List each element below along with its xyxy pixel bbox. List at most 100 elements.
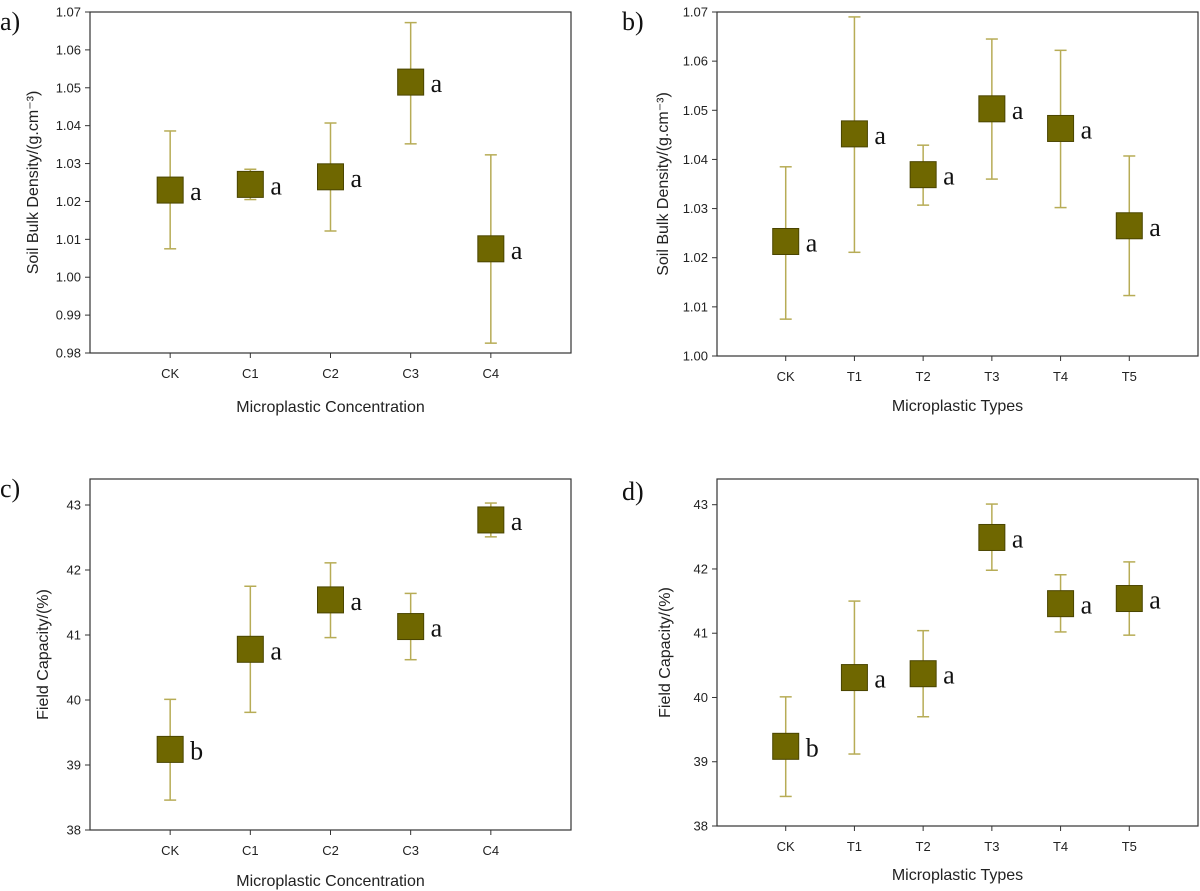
panel-label: b): [622, 7, 644, 36]
data-point-c2: [317, 163, 344, 191]
y-tick-label: 1.07: [683, 5, 708, 20]
x-tick-label: CK: [777, 369, 795, 384]
x-tick-label: C3: [402, 843, 419, 858]
x-tick-label: C4: [483, 843, 500, 858]
chart-panel-a: a) 0.98 0.99 1.00 1.01 1.02 1.03 1.04 1.05 1.06 1.…: [0, 5, 572, 416]
significance-label: b: [190, 736, 203, 765]
significance-label: a: [511, 507, 523, 536]
y-axis-title: Soil Bulk Density/(g.cm⁻³): [25, 91, 42, 275]
chart-panel-c: c) 38 39 40 41 42 43 CK C1 C2 C3 C4 Microplastic Con…: [0, 474, 572, 890]
x-axis-title: Microplastic Concentration: [236, 399, 425, 416]
data-point-t5: [1115, 585, 1143, 613]
y-tick-label: 42: [694, 561, 708, 576]
y-tick-label: 38: [694, 819, 708, 834]
y-tick-label: 1.04: [683, 152, 708, 167]
chart-panel-d: d) 38 39 40 41 42 43 CK T1 T2 T3 T4 T5 Microplastic T…: [622, 477, 1199, 884]
significance-label: a: [943, 661, 955, 690]
x-axis-title: Microplastic Types: [892, 867, 1023, 884]
significance-label: a: [874, 665, 886, 694]
y-tick-label: 1.03: [56, 156, 81, 171]
x-tick-label: C1: [242, 843, 259, 858]
y-tick-label: 1.00: [56, 270, 81, 285]
significance-label: a: [270, 171, 282, 200]
data-point-t3: [978, 95, 1006, 123]
x-tick-label: T2: [916, 369, 931, 384]
significance-label: a: [806, 228, 818, 257]
x-axis-title: Microplastic Types: [892, 398, 1023, 415]
significance-label: a: [1149, 586, 1161, 615]
y-tick-label: 40: [67, 693, 81, 708]
data-point-c1: [236, 170, 264, 198]
data-point-t4: [1047, 590, 1075, 618]
y-tick-label: 42: [67, 563, 81, 578]
significance-label: a: [351, 587, 363, 616]
panel-label: d): [622, 477, 644, 506]
significance-label: a: [1149, 213, 1161, 242]
x-tick-label: T4: [1053, 839, 1068, 854]
significance-label: a: [874, 121, 886, 150]
y-tick-label: 1.00: [683, 349, 708, 364]
x-tick-label: C2: [322, 366, 339, 381]
x-tick-label: T3: [984, 369, 999, 384]
y-tick-label: 1.06: [683, 54, 708, 69]
data-point-c3: [397, 613, 425, 641]
x-tick-label: T5: [1122, 369, 1137, 384]
data-point-c4: [477, 235, 505, 263]
data-point-ck: [156, 176, 184, 204]
data-point-t5: [1115, 212, 1143, 240]
x-tick-label: T5: [1122, 839, 1137, 854]
y-axis-title: Field Capacity/(%): [657, 587, 674, 718]
plot-frame: [716, 11, 1199, 357]
data-point-t1: [840, 120, 868, 148]
x-tick-label: T1: [847, 839, 862, 854]
y-tick-label: 1.02: [683, 250, 708, 265]
data-point-ck: [772, 227, 800, 255]
data-point-ck: [772, 732, 800, 760]
y-axis-title: Soil Bulk Density/(g.cm⁻³): [655, 92, 672, 276]
significance-label: a: [190, 177, 202, 206]
y-tick-label: 38: [67, 823, 81, 838]
data-point-t2: [909, 660, 937, 688]
panel-label: c): [0, 474, 20, 503]
significance-label: a: [1012, 524, 1024, 553]
y-axis-title: Field Capacity/(%): [35, 589, 52, 720]
x-tick-label: C1: [242, 366, 259, 381]
significance-label: a: [431, 69, 443, 98]
x-tick-label: CK: [161, 366, 179, 381]
significance-label: a: [270, 636, 282, 665]
y-tick-label: 39: [67, 758, 81, 773]
y-tick-label: 43: [67, 498, 81, 513]
x-tick-label: C3: [402, 366, 419, 381]
y-tick-label: 1.05: [56, 80, 81, 95]
y-tick-label: 1.01: [683, 299, 708, 314]
significance-label: b: [806, 733, 819, 762]
y-tick-label: 41: [67, 628, 81, 643]
x-tick-label: T3: [984, 839, 999, 854]
y-tick-label: 1.03: [683, 201, 708, 216]
chart-panel-b: b) 1.00 1.01 1.02 1.03 1.04 1.05 1.06 1.07 CK T1 T2…: [622, 5, 1199, 415]
y-tick-label: 39: [694, 754, 708, 769]
data-point-ck: [156, 735, 184, 763]
x-tick-label: CK: [777, 839, 795, 854]
x-tick-label: C2: [322, 843, 339, 858]
y-tick-label: 41: [694, 626, 708, 641]
significance-label: a: [1081, 115, 1093, 144]
plot-frame: [716, 478, 1199, 827]
significance-label: a: [431, 614, 443, 643]
x-tick-label: T1: [847, 369, 862, 384]
significance-label: a: [943, 162, 955, 191]
y-tick-label: 0.99: [56, 308, 81, 323]
significance-label: a: [1081, 591, 1093, 620]
x-tick-label: CK: [161, 843, 179, 858]
data-point-t4: [1047, 114, 1075, 142]
data-point-c4: [477, 506, 505, 534]
y-tick-label: 1.02: [56, 194, 81, 209]
data-point-t1: [840, 664, 868, 692]
y-tick-label: 1.06: [56, 42, 81, 57]
data-point-t3: [978, 523, 1006, 551]
panel-label: a): [0, 7, 20, 36]
y-tick-label: 40: [694, 690, 708, 705]
x-tick-label: C4: [483, 366, 500, 381]
y-tick-label: 1.01: [56, 232, 81, 247]
